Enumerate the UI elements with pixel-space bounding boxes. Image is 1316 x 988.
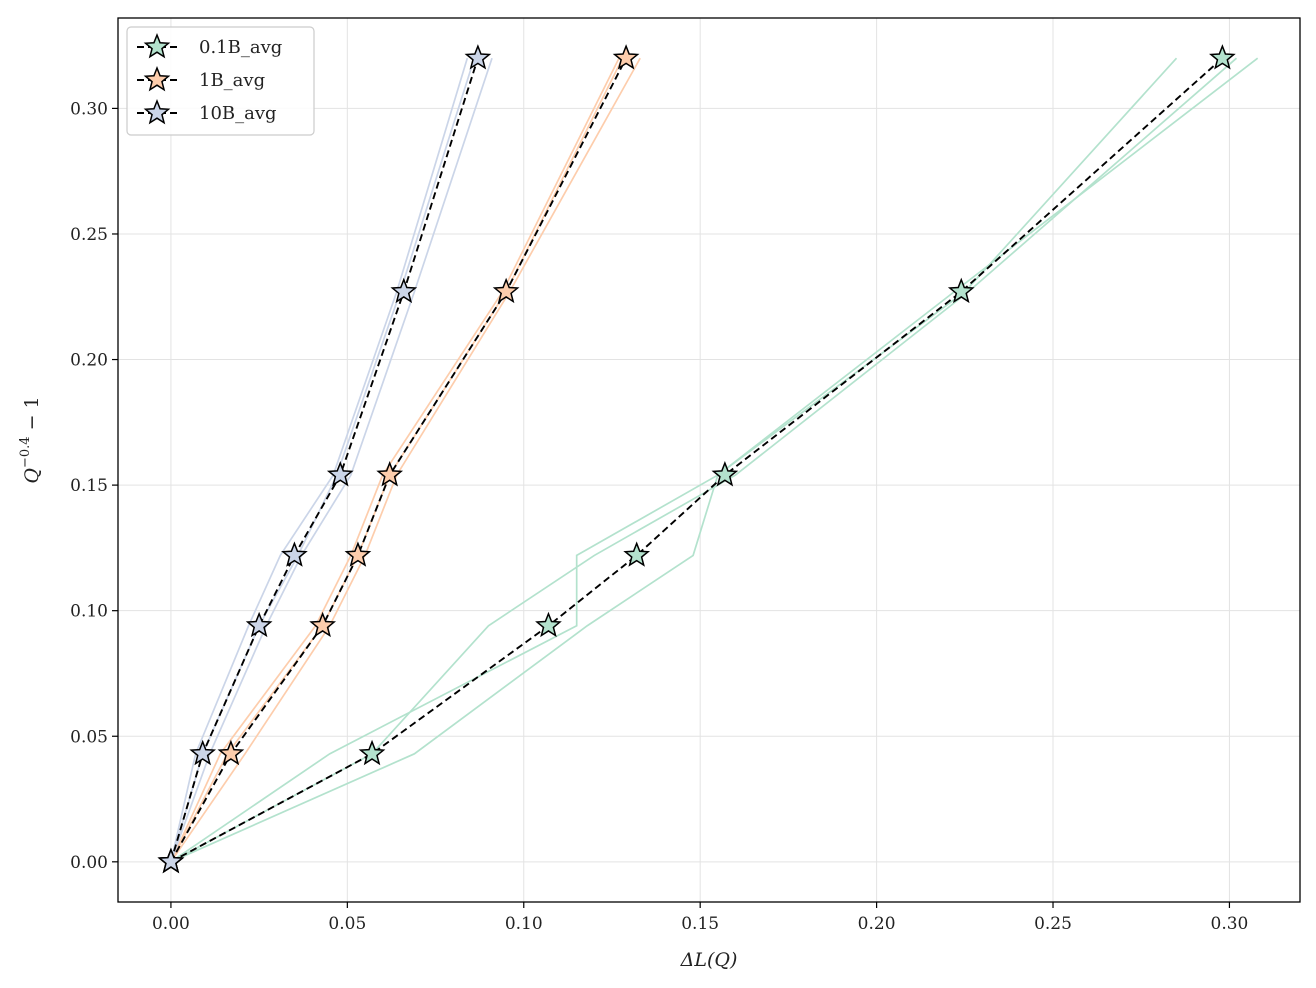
x-tick-label: 0.05 <box>328 914 366 934</box>
star-marker-1B_avg <box>612 44 640 70</box>
y-axis: 0.00 0.05 0.10 0.15 0.20 0.25 0.30 <box>70 99 118 873</box>
star-marker-1B_avg <box>309 611 337 638</box>
y-tick-label: 0.00 <box>70 853 108 873</box>
svg-text:Q−0.4 − 1: Q−0.4 − 1 <box>18 396 43 483</box>
y-tick-label: 0.20 <box>70 351 108 371</box>
legend: 0.1B_avg 1B_avg 10B_avg <box>126 26 315 136</box>
legend-box <box>126 26 315 136</box>
x-tick-label: 0.30 <box>1211 914 1249 934</box>
star-markers <box>157 44 1236 874</box>
y-tick-label: 0.25 <box>70 225 108 245</box>
star-marker-1B_avg <box>376 461 404 487</box>
star-marker-10B_avg <box>464 44 492 70</box>
star-marker-0.1B_avg <box>358 739 386 766</box>
star-marker-1B_avg <box>344 541 372 567</box>
y-axis-label: Q−0.4 − 1 <box>18 396 43 483</box>
legend-label: 1B_avg <box>199 70 265 91</box>
y-tick-label: 0.10 <box>70 602 108 622</box>
star-marker-0.1B_avg <box>623 541 651 567</box>
x-tick-label: 0.20 <box>858 914 896 934</box>
plot-frame <box>117 17 1301 903</box>
legend-star-icon <box>143 98 171 125</box>
x-axis-label: ΔL(Q) <box>680 949 738 971</box>
star-marker-10B_avg <box>189 739 217 766</box>
star-marker-10B_avg <box>157 847 185 874</box>
x-tick-label: 0.10 <box>505 914 543 934</box>
star-marker-0.1B_avg <box>1209 44 1236 70</box>
star-marker-10B_avg <box>326 461 354 487</box>
x-tick-label: 0.00 <box>152 914 190 934</box>
star-marker-0.1B_avg <box>535 611 562 638</box>
star-marker-1B_avg <box>217 739 245 766</box>
legend-star-icon <box>143 32 171 59</box>
y-tick-label: 0.15 <box>70 476 108 496</box>
legend-label: 0.1B_avg <box>199 37 282 58</box>
x-axis: 0.00 0.05 0.10 0.15 0.20 0.25 0.30 <box>152 902 1248 934</box>
x-tick-label: 0.25 <box>1034 914 1072 934</box>
x-tick-label: 0.15 <box>681 914 719 934</box>
legend-star-icon <box>143 65 171 92</box>
star-marker-0.1B_avg <box>947 277 975 304</box>
star-marker-10B_avg <box>390 277 418 304</box>
grid <box>118 18 1300 902</box>
star-marker-1B_avg <box>492 277 520 304</box>
star-marker-10B_avg <box>245 611 273 638</box>
star-marker-0.1B_avg <box>711 461 739 487</box>
y-tick-label: 0.05 <box>70 727 108 747</box>
legend-label: 10B_avg <box>199 103 277 124</box>
star-marker-10B_avg <box>281 541 308 567</box>
y-tick-label: 0.30 <box>70 99 108 119</box>
